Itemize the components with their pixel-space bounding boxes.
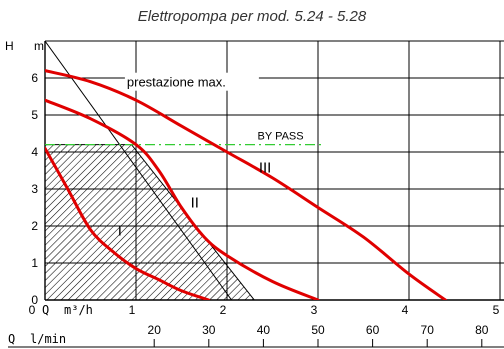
x-tick-label: 2	[220, 303, 227, 317]
x-axis-unit: m³/h	[64, 303, 93, 317]
curve-label-ii: II	[191, 195, 199, 212]
x-tick-label: 3	[311, 303, 318, 317]
y-tick-label: 6	[31, 71, 38, 85]
x-tick-label: 5	[493, 303, 500, 317]
y-tick-label: 1	[31, 256, 38, 270]
secondary-tick-label: 80	[475, 323, 489, 337]
x-tick-label: 4	[402, 303, 409, 317]
secondary-tick-label: 60	[366, 323, 380, 337]
y-axis-title: H	[5, 39, 14, 53]
y-tick-label: 2	[31, 219, 38, 233]
secondary-axis-title: Q	[8, 332, 15, 346]
y-tick-label: 3	[31, 182, 38, 196]
curve-label-i: I	[118, 222, 122, 239]
chart-title: Elettropompa per mod. 5.24 - 5.28	[137, 8, 367, 25]
hatched-region	[45, 144, 255, 300]
annotation-background	[124, 72, 259, 91]
y-tick-label: 0	[31, 293, 38, 307]
secondary-axis-unit: l/min	[30, 332, 66, 346]
x-tick-label: 0	[29, 303, 36, 317]
secondary-tick-label: 20	[148, 323, 162, 337]
curve-iii	[45, 69, 447, 300]
secondary-tick-label: 50	[311, 323, 325, 337]
y-tick-label: 4	[31, 145, 38, 159]
secondary-tick-label: 70	[421, 323, 435, 337]
x-axis-title: Q	[42, 303, 49, 317]
secondary-tick-label: 40	[257, 323, 271, 337]
curve-i	[45, 146, 211, 300]
x-tick-label: 1	[129, 303, 136, 317]
curve-ii	[45, 98, 320, 300]
max-performance-line	[45, 40, 232, 300]
curve-label-iii: III	[259, 159, 272, 176]
y-axis-unit: m	[34, 39, 44, 53]
annotation-prestazione-max: prestazione max.	[127, 75, 226, 90]
secondary-tick-label: 30	[202, 323, 216, 337]
bypass-label: BY PASS	[258, 131, 304, 143]
y-tick-label: 5	[31, 108, 38, 122]
